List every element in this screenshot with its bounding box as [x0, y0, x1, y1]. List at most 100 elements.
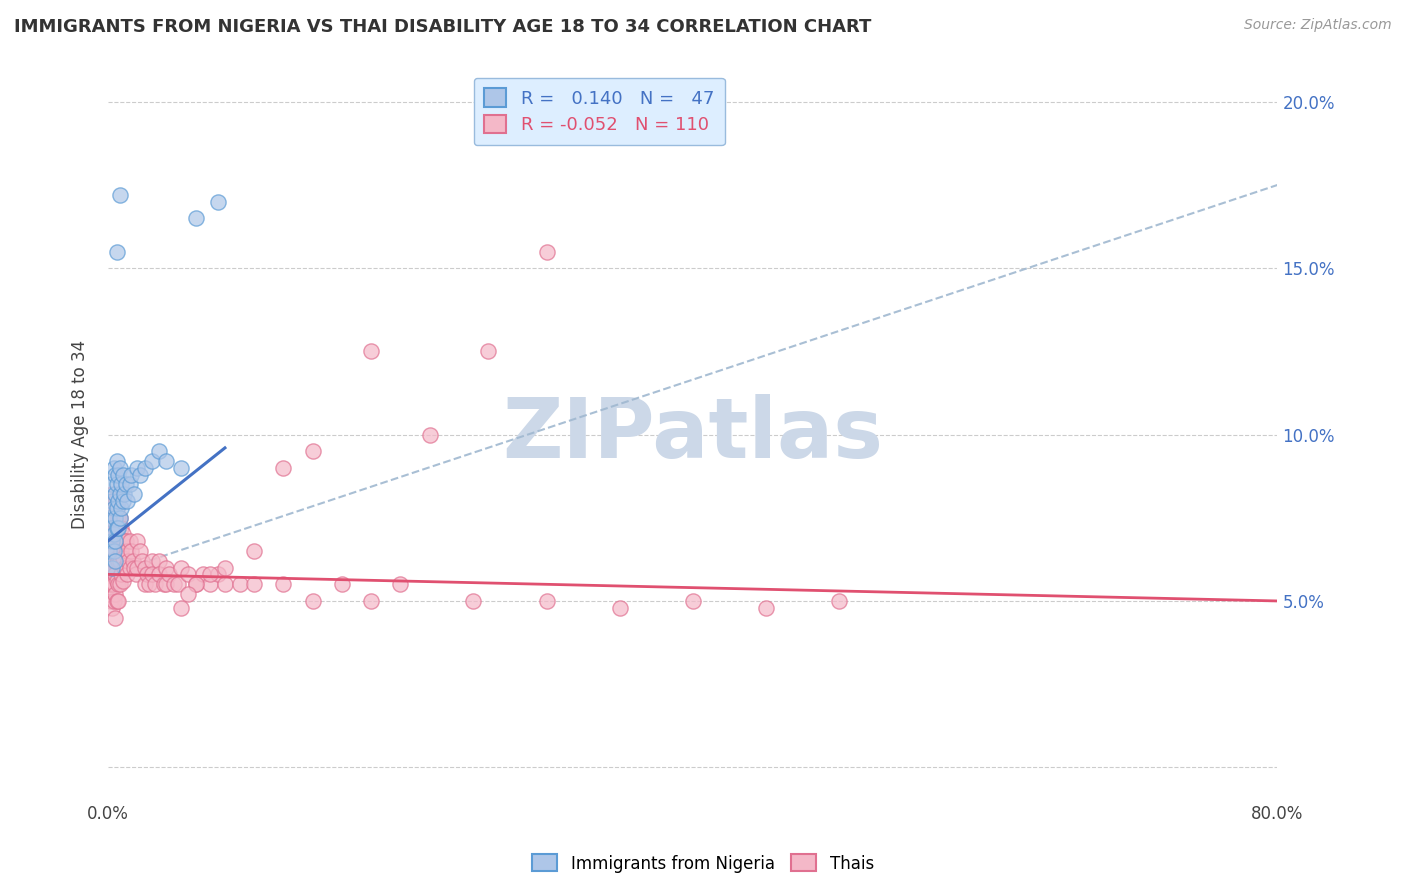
- Point: [104, 544, 127, 558]
- Point: [148, 554, 170, 568]
- Point: [148, 567, 170, 582]
- Point: [141, 454, 163, 468]
- Point: [273, 460, 295, 475]
- Point: [101, 577, 124, 591]
- Point: [108, 487, 131, 501]
- Point: [115, 567, 138, 582]
- Point: [112, 560, 135, 574]
- Point: [104, 467, 127, 482]
- Point: [134, 577, 156, 591]
- Point: [143, 577, 166, 591]
- Point: [243, 577, 266, 591]
- Point: [103, 460, 125, 475]
- Point: [419, 427, 441, 442]
- Point: [114, 477, 136, 491]
- Point: [100, 477, 122, 491]
- Point: [124, 560, 146, 574]
- Point: [111, 494, 134, 508]
- Point: [127, 460, 149, 475]
- Point: [177, 587, 200, 601]
- Point: [115, 544, 138, 558]
- Point: [129, 544, 152, 558]
- Point: [477, 344, 499, 359]
- Point: [463, 594, 485, 608]
- Point: [120, 544, 142, 558]
- Point: [104, 521, 127, 535]
- Point: [108, 510, 131, 524]
- Point: [112, 534, 135, 549]
- Point: [214, 560, 236, 574]
- Point: [118, 560, 141, 574]
- Point: [124, 487, 146, 501]
- Point: [105, 521, 128, 535]
- Point: [107, 494, 129, 508]
- Point: [115, 494, 138, 508]
- Point: [129, 467, 152, 482]
- Point: [111, 550, 134, 565]
- Text: ZIPatlas: ZIPatlas: [502, 394, 883, 475]
- Point: [108, 577, 131, 591]
- Point: [228, 577, 250, 591]
- Point: [301, 594, 323, 608]
- Point: [155, 577, 177, 591]
- Point: [101, 534, 124, 549]
- Point: [207, 194, 229, 209]
- Point: [103, 527, 125, 541]
- Point: [138, 577, 160, 591]
- Point: [107, 577, 129, 591]
- Point: [330, 577, 353, 591]
- Point: [107, 467, 129, 482]
- Point: [105, 500, 128, 515]
- Point: [121, 554, 143, 568]
- Point: [108, 510, 131, 524]
- Point: [155, 560, 177, 574]
- Point: [101, 510, 124, 524]
- Point: [163, 577, 186, 591]
- Point: [108, 534, 131, 549]
- Point: [104, 534, 127, 549]
- Point: [104, 487, 127, 501]
- Point: [214, 577, 236, 591]
- Text: IMMIGRANTS FROM NIGERIA VS THAI DISABILITY AGE 18 TO 34 CORRELATION CHART: IMMIGRANTS FROM NIGERIA VS THAI DISABILI…: [14, 18, 872, 36]
- Point: [103, 500, 125, 515]
- Point: [100, 500, 122, 515]
- Point: [118, 534, 141, 549]
- Point: [98, 534, 121, 549]
- Point: [755, 600, 778, 615]
- Point: [360, 594, 382, 608]
- Point: [105, 454, 128, 468]
- Point: [131, 554, 153, 568]
- Point: [828, 594, 851, 608]
- Point: [100, 521, 122, 535]
- Point: [110, 567, 132, 582]
- Point: [111, 574, 134, 588]
- Point: [184, 577, 207, 591]
- Point: [200, 567, 222, 582]
- Point: [184, 577, 207, 591]
- Point: [107, 510, 129, 524]
- Point: [536, 594, 558, 608]
- Point: [103, 527, 125, 541]
- Point: [207, 567, 229, 582]
- Point: [152, 577, 174, 591]
- Point: [107, 554, 129, 568]
- Point: [101, 600, 124, 615]
- Point: [111, 467, 134, 482]
- Point: [141, 567, 163, 582]
- Point: [101, 560, 124, 574]
- Point: [127, 560, 149, 574]
- Point: [536, 244, 558, 259]
- Point: [105, 500, 128, 515]
- Point: [108, 188, 131, 202]
- Legend: R =   0.140   N =   47, R = -0.052   N = 110: R = 0.140 N = 47, R = -0.052 N = 110: [474, 78, 724, 145]
- Point: [243, 544, 266, 558]
- Point: [100, 527, 122, 541]
- Point: [117, 554, 139, 568]
- Point: [104, 587, 127, 601]
- Point: [104, 494, 127, 508]
- Point: [98, 544, 121, 558]
- Point: [105, 477, 128, 491]
- Point: [104, 510, 127, 524]
- Point: [100, 554, 122, 568]
- Point: [103, 544, 125, 558]
